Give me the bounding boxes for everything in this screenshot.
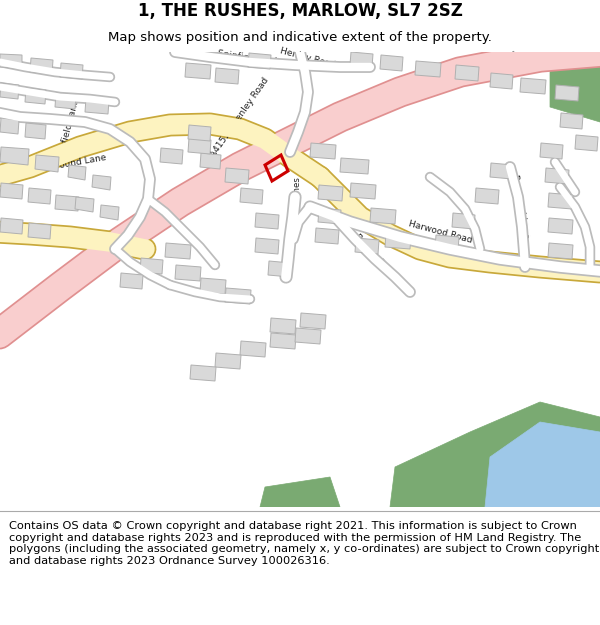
Polygon shape (318, 208, 341, 224)
Polygon shape (380, 55, 403, 71)
Polygon shape (548, 243, 573, 259)
Polygon shape (188, 125, 211, 141)
Polygon shape (485, 422, 600, 507)
Polygon shape (225, 168, 249, 184)
Polygon shape (370, 208, 396, 224)
Polygon shape (268, 261, 291, 277)
Polygon shape (55, 93, 76, 109)
Polygon shape (350, 183, 376, 199)
Polygon shape (75, 197, 94, 212)
Polygon shape (315, 228, 339, 244)
Polygon shape (240, 341, 266, 357)
Text: Henley Road: Henley Road (279, 46, 337, 70)
Polygon shape (455, 65, 479, 81)
Polygon shape (270, 333, 296, 349)
Polygon shape (555, 85, 579, 101)
Polygon shape (200, 153, 221, 169)
Polygon shape (120, 273, 143, 289)
Polygon shape (270, 318, 296, 334)
Polygon shape (60, 63, 83, 79)
Polygon shape (0, 218, 23, 234)
Polygon shape (0, 118, 19, 134)
Text: Map shows position and indicative extent of the property.: Map shows position and indicative extent… (108, 31, 492, 44)
Text: A4155 - Henley Road: A4155 - Henley Road (209, 76, 271, 159)
Polygon shape (300, 313, 326, 329)
Polygon shape (30, 58, 53, 74)
Polygon shape (92, 175, 111, 190)
Polygon shape (550, 52, 600, 122)
Polygon shape (490, 163, 513, 179)
Text: Penwood Lane: Penwood Lane (510, 174, 530, 240)
Polygon shape (548, 193, 573, 209)
Polygon shape (25, 123, 46, 139)
Polygon shape (310, 143, 336, 159)
Text: Highfield Park: Highfield Park (55, 101, 80, 164)
Polygon shape (575, 135, 598, 151)
Text: A4155 - Henley Road: A4155 - Henley Road (423, 51, 517, 84)
Polygon shape (452, 213, 475, 229)
Polygon shape (548, 218, 573, 234)
Polygon shape (535, 462, 600, 507)
Text: The Rushes: The Rushes (293, 177, 302, 227)
Text: Spinfield Park: Spinfield Park (217, 49, 280, 67)
Text: Pound Lane: Pound Lane (454, 248, 506, 266)
Polygon shape (560, 113, 583, 129)
Polygon shape (85, 98, 109, 114)
Polygon shape (0, 83, 19, 99)
Text: Pound Lane: Pound Lane (53, 153, 107, 171)
Polygon shape (490, 73, 513, 89)
Polygon shape (355, 238, 379, 254)
Polygon shape (188, 138, 211, 154)
Text: 1, THE RUSHES, MARLOW, SL7 2SZ: 1, THE RUSHES, MARLOW, SL7 2SZ (137, 2, 463, 21)
Polygon shape (390, 402, 600, 507)
Text: Contains OS data © Crown copyright and database right 2021. This information is : Contains OS data © Crown copyright and d… (9, 521, 599, 566)
Polygon shape (255, 213, 279, 229)
Polygon shape (385, 233, 411, 249)
Polygon shape (0, 54, 22, 69)
Polygon shape (545, 168, 569, 184)
Polygon shape (68, 165, 86, 180)
Text: Pound Lane: Pound Lane (265, 122, 316, 152)
Polygon shape (140, 258, 163, 274)
Polygon shape (55, 195, 79, 211)
Polygon shape (255, 238, 279, 254)
Text: Harwood Road: Harwood Road (407, 219, 473, 245)
Polygon shape (350, 52, 373, 67)
Polygon shape (415, 61, 441, 77)
Text: Bream Close: Bream Close (353, 232, 397, 281)
Polygon shape (295, 328, 321, 344)
Polygon shape (0, 147, 29, 165)
Polygon shape (215, 68, 239, 84)
Polygon shape (260, 477, 340, 507)
Polygon shape (240, 188, 263, 204)
Polygon shape (175, 265, 201, 281)
Polygon shape (35, 155, 59, 172)
Polygon shape (540, 143, 563, 159)
Polygon shape (100, 205, 119, 220)
Polygon shape (28, 188, 51, 204)
Polygon shape (475, 188, 499, 204)
Polygon shape (200, 278, 226, 294)
Polygon shape (0, 183, 23, 199)
Polygon shape (215, 353, 241, 369)
Polygon shape (340, 158, 369, 174)
Polygon shape (225, 288, 251, 304)
Polygon shape (25, 88, 46, 104)
Polygon shape (248, 53, 271, 69)
Polygon shape (165, 243, 191, 259)
Polygon shape (190, 365, 216, 381)
Polygon shape (520, 78, 546, 94)
Polygon shape (318, 185, 343, 201)
Polygon shape (160, 148, 183, 164)
Polygon shape (185, 63, 211, 79)
Polygon shape (435, 235, 459, 251)
Polygon shape (28, 223, 51, 239)
